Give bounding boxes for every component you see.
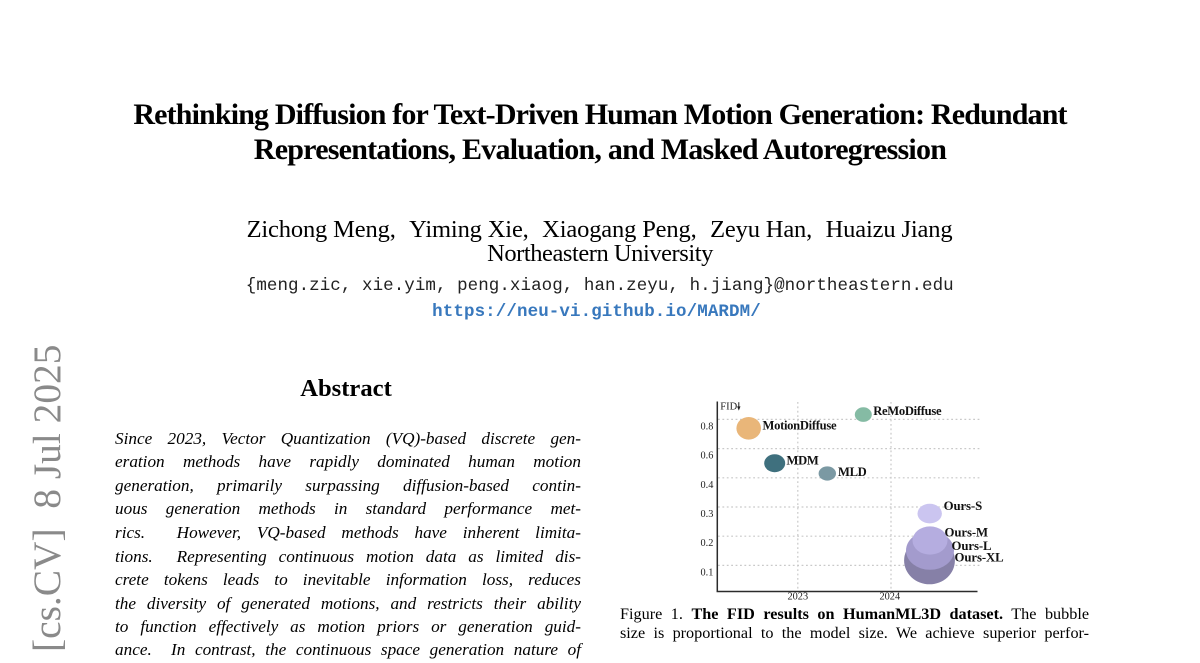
- svg-text:MLD: MLD: [838, 465, 867, 479]
- svg-text:Ours-M: Ours-M: [945, 525, 988, 539]
- svg-text:MotionDiffuse: MotionDiffuse: [763, 418, 837, 432]
- svg-text:MDM: MDM: [787, 454, 819, 468]
- svg-text:ReMoDiffuse: ReMoDiffuse: [873, 404, 942, 418]
- svg-text:Ours-L: Ours-L: [952, 539, 992, 553]
- svg-text:2023: 2023: [788, 591, 809, 602]
- svg-text:0.1: 0.1: [701, 568, 714, 579]
- svg-text:FID: FID: [720, 401, 737, 412]
- svg-text:Ours-XL: Ours-XL: [955, 551, 1004, 565]
- svg-text:0.4: 0.4: [701, 480, 714, 491]
- svg-text:0.3: 0.3: [701, 509, 714, 520]
- svg-text:2024: 2024: [880, 591, 901, 602]
- svg-text:Ours-S: Ours-S: [944, 499, 983, 513]
- svg-text:0.6: 0.6: [701, 451, 714, 462]
- svg-text:0.2: 0.2: [701, 538, 714, 549]
- svg-text:0.8: 0.8: [701, 421, 714, 432]
